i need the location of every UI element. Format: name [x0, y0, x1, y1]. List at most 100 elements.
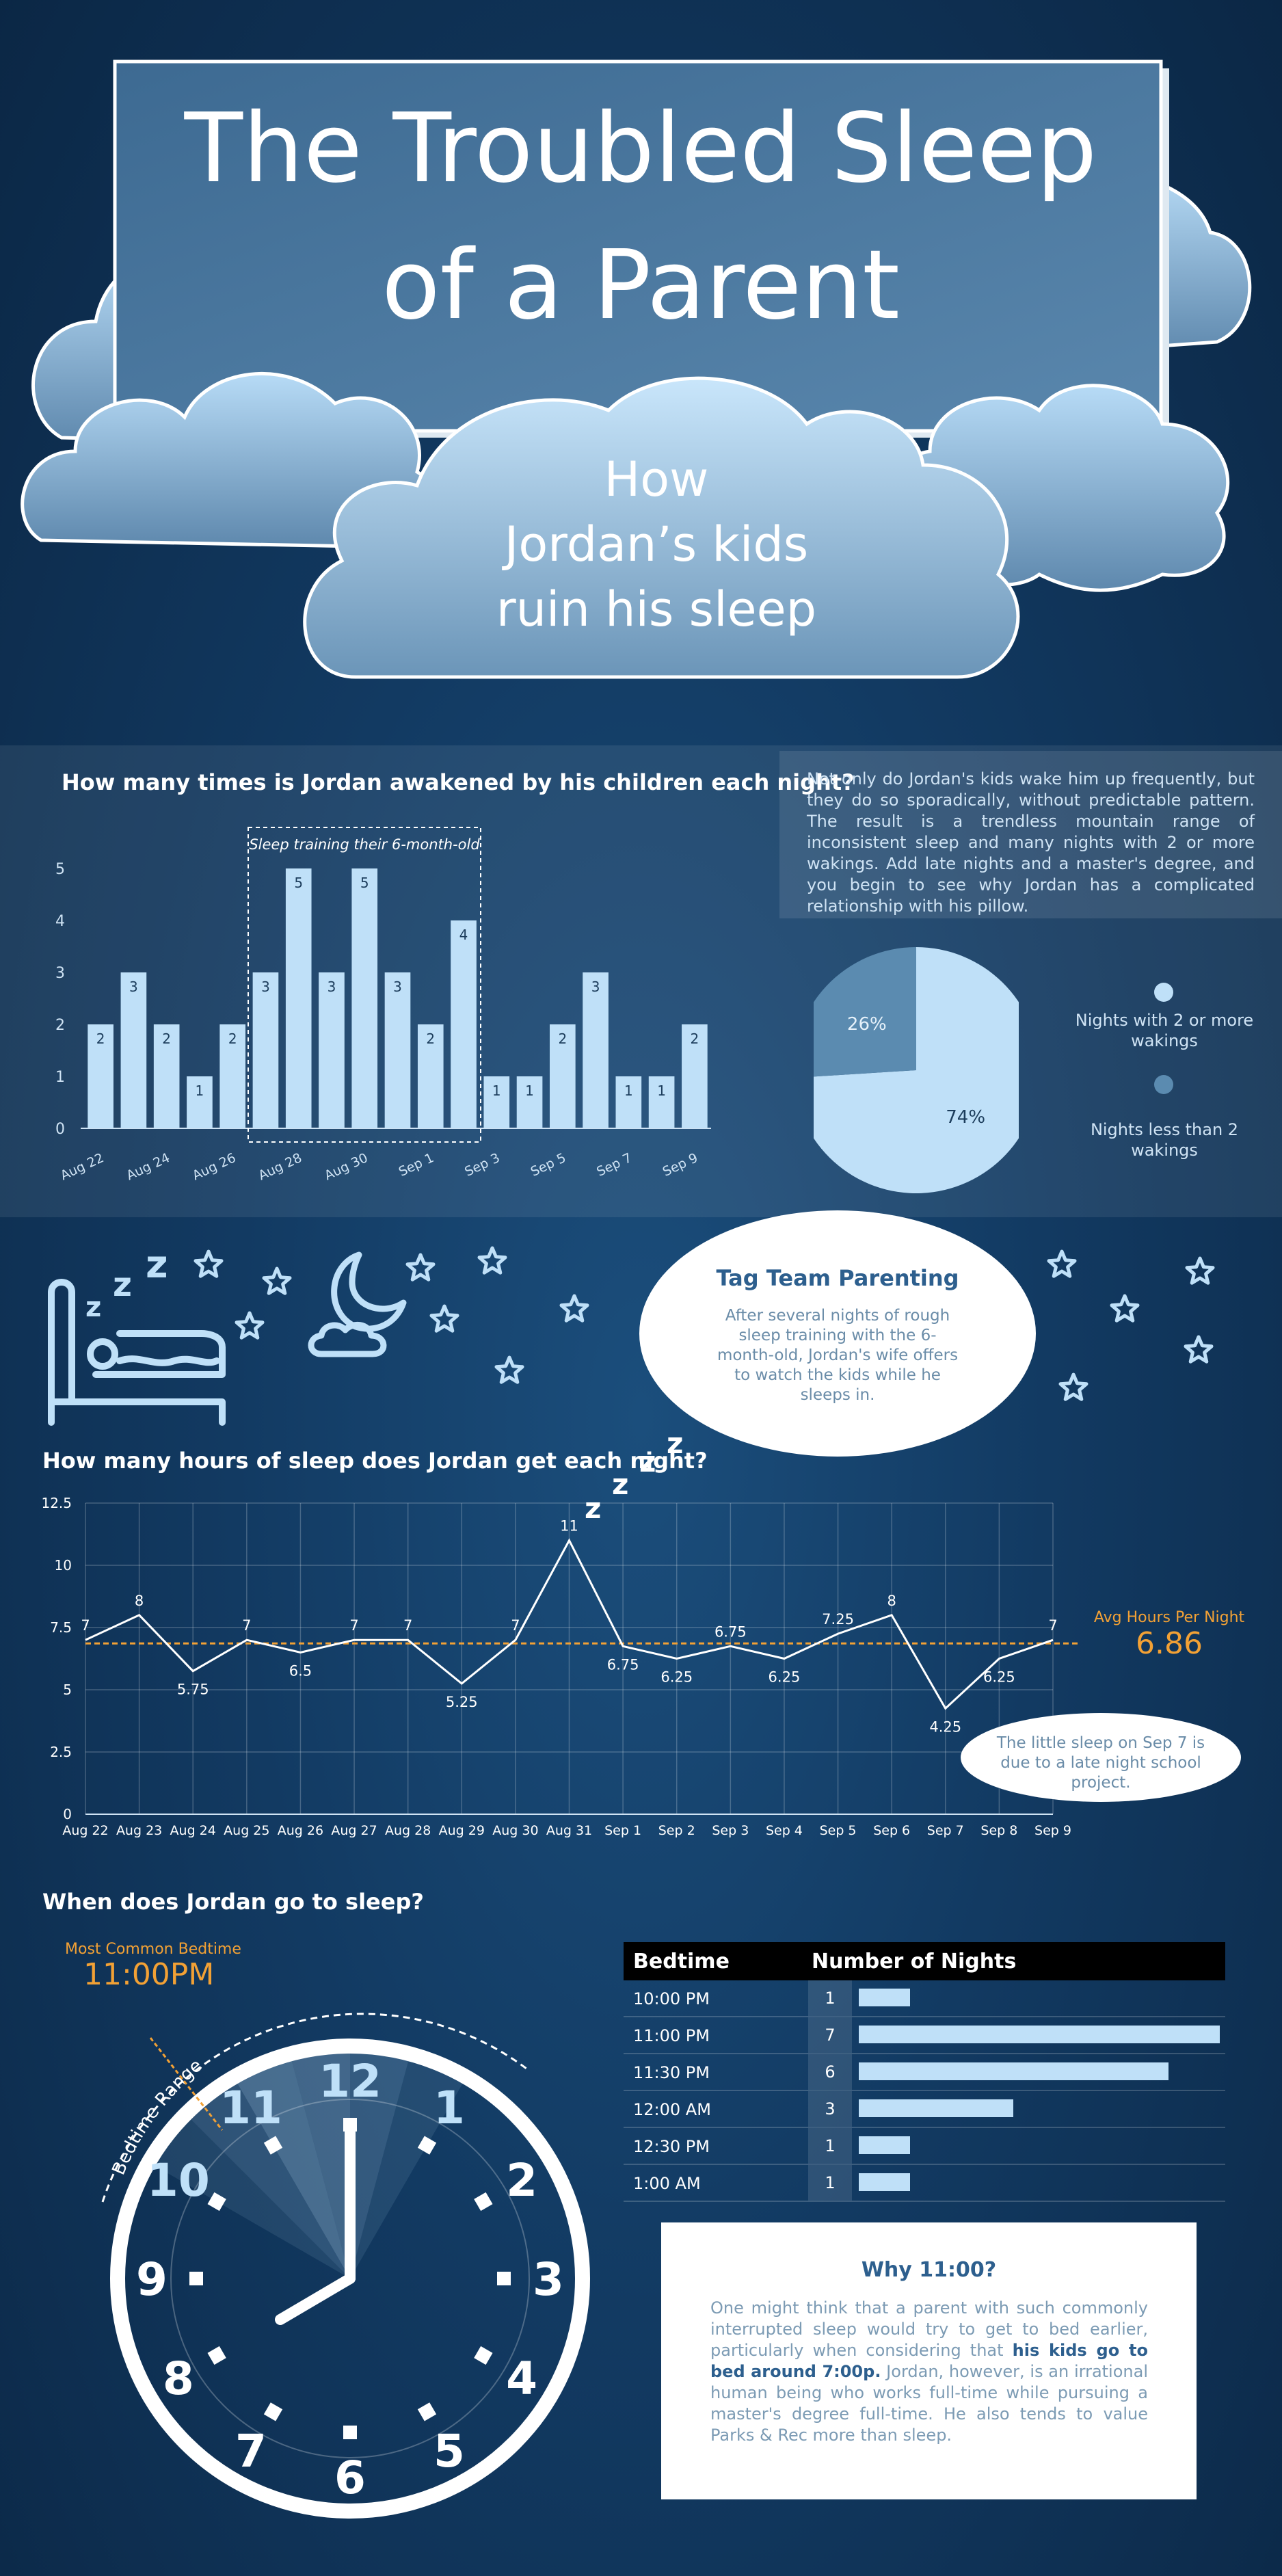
line-x-tick-label: Aug 23: [116, 1823, 162, 1838]
clock-hour-tick: [263, 2402, 283, 2421]
bar-x-tick-label: Aug 28: [256, 1150, 304, 1183]
bedtime-time: 10:00 PM: [633, 1989, 710, 2008]
star-icon: [1184, 1335, 1214, 1364]
bar-aug-26: [219, 1024, 246, 1128]
bar-aug-27: [252, 972, 279, 1128]
hours-series-line: [85, 1538, 1054, 1710]
clock-number-3: 3: [533, 2253, 564, 2306]
zzz-icon: z z z z: [585, 1429, 683, 1525]
bar-y-tick-label: 2: [55, 1017, 65, 1034]
bedtime-count: 6: [808, 2054, 852, 2090]
bar-x-tick-label: Sep 3: [462, 1150, 502, 1180]
pie-value-label: 26%: [847, 1014, 887, 1035]
clock-hour-hand: [275, 2273, 356, 2325]
most-common-bedtime-label: Most Common Bedtime: [65, 1941, 241, 1958]
bedtime-time: 11:30 PM: [633, 2063, 710, 2082]
star-field: [193, 1246, 1215, 1401]
wakings-bar-chart: 0 1 2 3 4 5 2 3 2 1 2 3 5 3 5 3 2 4 1 1 2 3 1 1 2 Aug 22 Aug 24 A…: [55, 827, 711, 1184]
bedtime-time: 12:30 PM: [633, 2137, 710, 2156]
star-icon: [494, 1355, 524, 1384]
bedtime-count: 1: [808, 1980, 852, 2016]
tag-team-bubble: Tag Team Parenting After several nights …: [639, 1210, 1036, 1457]
star-icon: [1047, 1249, 1077, 1278]
why-body-bold: his kids go to bed around 7:00p.: [710, 2341, 1148, 2381]
bar-aug-30: [351, 868, 378, 1128]
line-x-tick-label: Sep 8: [980, 1823, 1017, 1838]
bar-x-tick-label: Sep 5: [529, 1150, 568, 1180]
bedtime-time: 11:00 PM: [633, 2026, 710, 2045]
bedtime-count-bar: [859, 2173, 911, 2191]
sleep-training-annotation: Sleep training their 6-month-old: [249, 836, 480, 853]
bedtime-count-bar: [859, 1989, 911, 2006]
line-x-tick-label: Aug 26: [278, 1823, 323, 1838]
line-x-tick-label: Aug 29: [439, 1823, 485, 1838]
hero-clouds: The Troubled Sleep of a Parent How Jorda…: [21, 59, 1252, 679]
wakings-chart-title: How many times is Jordan awakened by his…: [62, 769, 855, 795]
most-common-pointer: [149, 2037, 224, 2131]
pie-value-label: 74%: [946, 1107, 985, 1128]
line-point-label: 6.25: [769, 1669, 801, 1686]
clock-hour-tick: [474, 2346, 493, 2365]
bar-sep-7: [615, 1076, 642, 1128]
bedtime-count-bar: [859, 2136, 911, 2154]
bar-value-label: 3: [393, 979, 402, 995]
line-point-label: 5.75: [177, 1682, 209, 1698]
star-icon: [193, 1249, 224, 1278]
bedtime-range-wedge: [155, 2119, 351, 2279]
clock-number-7: 7: [235, 2425, 267, 2478]
bedtime-title: When does Jordan go to sleep?: [42, 1889, 424, 1915]
line-point-label: 7.25: [822, 1611, 854, 1628]
bar-value-label: 2: [691, 1031, 699, 1047]
sleep-training-annotation-box: [248, 827, 481, 1143]
bar-x-tick-label: Aug 24: [124, 1150, 172, 1183]
star-icon: [429, 1304, 459, 1333]
sep7-note-text: The little sleep on Sep 7 is due to a la…: [996, 1734, 1205, 1792]
bar-value-label: 1: [624, 1083, 633, 1099]
bar-value-label: 2: [558, 1031, 567, 1047]
bar-value-label: 1: [657, 1083, 666, 1099]
bedtime-table-row: 10:00 PM 1: [624, 1980, 1225, 2017]
svg-text:z: z: [612, 1468, 628, 1501]
clock-hour-tick: [207, 2346, 226, 2365]
bar-x-tick-label: Sep 1: [397, 1150, 436, 1180]
clock-hour-tick: [263, 2136, 283, 2155]
legend-dot-2plus: [1154, 983, 1173, 1002]
bar-sep-6: [583, 972, 609, 1128]
bar-value-label: 1: [196, 1083, 204, 1099]
line-x-tick-label: Sep 7: [927, 1823, 964, 1838]
bedtime-table-header: Bedtime Number of Nights: [624, 1942, 1225, 1980]
bar-value-label: 2: [96, 1031, 105, 1047]
line-point-label: 11: [560, 1518, 578, 1535]
bar-x-tick-label: Sep 9: [660, 1150, 700, 1180]
bar-sep-2: [451, 920, 477, 1128]
clock-number-5: 5: [433, 2425, 465, 2478]
svg-text:z: z: [639, 1445, 656, 1478]
line-x-tick-label: Aug 27: [331, 1823, 377, 1838]
clock-face-rim: [110, 2039, 590, 2519]
line-y-tick-label: 0: [63, 1806, 72, 1822]
bar-y-tick-label: 1: [55, 1069, 65, 1086]
legend-label-less2: Nights less than 2 wakings: [1090, 1120, 1239, 1160]
bar-sep-8: [648, 1076, 675, 1128]
tag-team-body: After several nights of rough sleep trai…: [717, 1307, 959, 1404]
bedtime-time: 1:00 AM: [633, 2174, 701, 2193]
bedtime-count: 1: [808, 2128, 852, 2164]
clock-number-1: 1: [433, 2082, 465, 2134]
line-x-tick-label: Sep 3: [712, 1823, 749, 1838]
page-title-line2: of a Parent: [382, 230, 900, 341]
legend-dot-less2: [1154, 1075, 1173, 1094]
clock-number-6: 6: [334, 2452, 366, 2504]
subtitle-line3: ruin his sleep: [496, 581, 816, 637]
most-common-bedtime-value: 11:00PM: [83, 1957, 215, 1992]
line-point-label: 7: [242, 1617, 251, 1634]
bar-aug-24: [153, 1024, 180, 1128]
subtitle-line1: How: [604, 451, 709, 507]
bar-value-label: 3: [591, 979, 600, 995]
bedtime-range-wedge: [190, 2083, 350, 2279]
star-icon: [262, 1266, 292, 1295]
bedtime-count-bar: [859, 2062, 1169, 2080]
hours-line-chart: 0 2.5 5 7.5 10 12.5 Aug 22 Aug 23 Aug 24 Aug 25 A…: [41, 1495, 1080, 1838]
line-x-tick-label: Aug 25: [224, 1823, 269, 1838]
bar-value-label: 4: [459, 927, 468, 943]
bar-value-label: 5: [294, 875, 303, 891]
